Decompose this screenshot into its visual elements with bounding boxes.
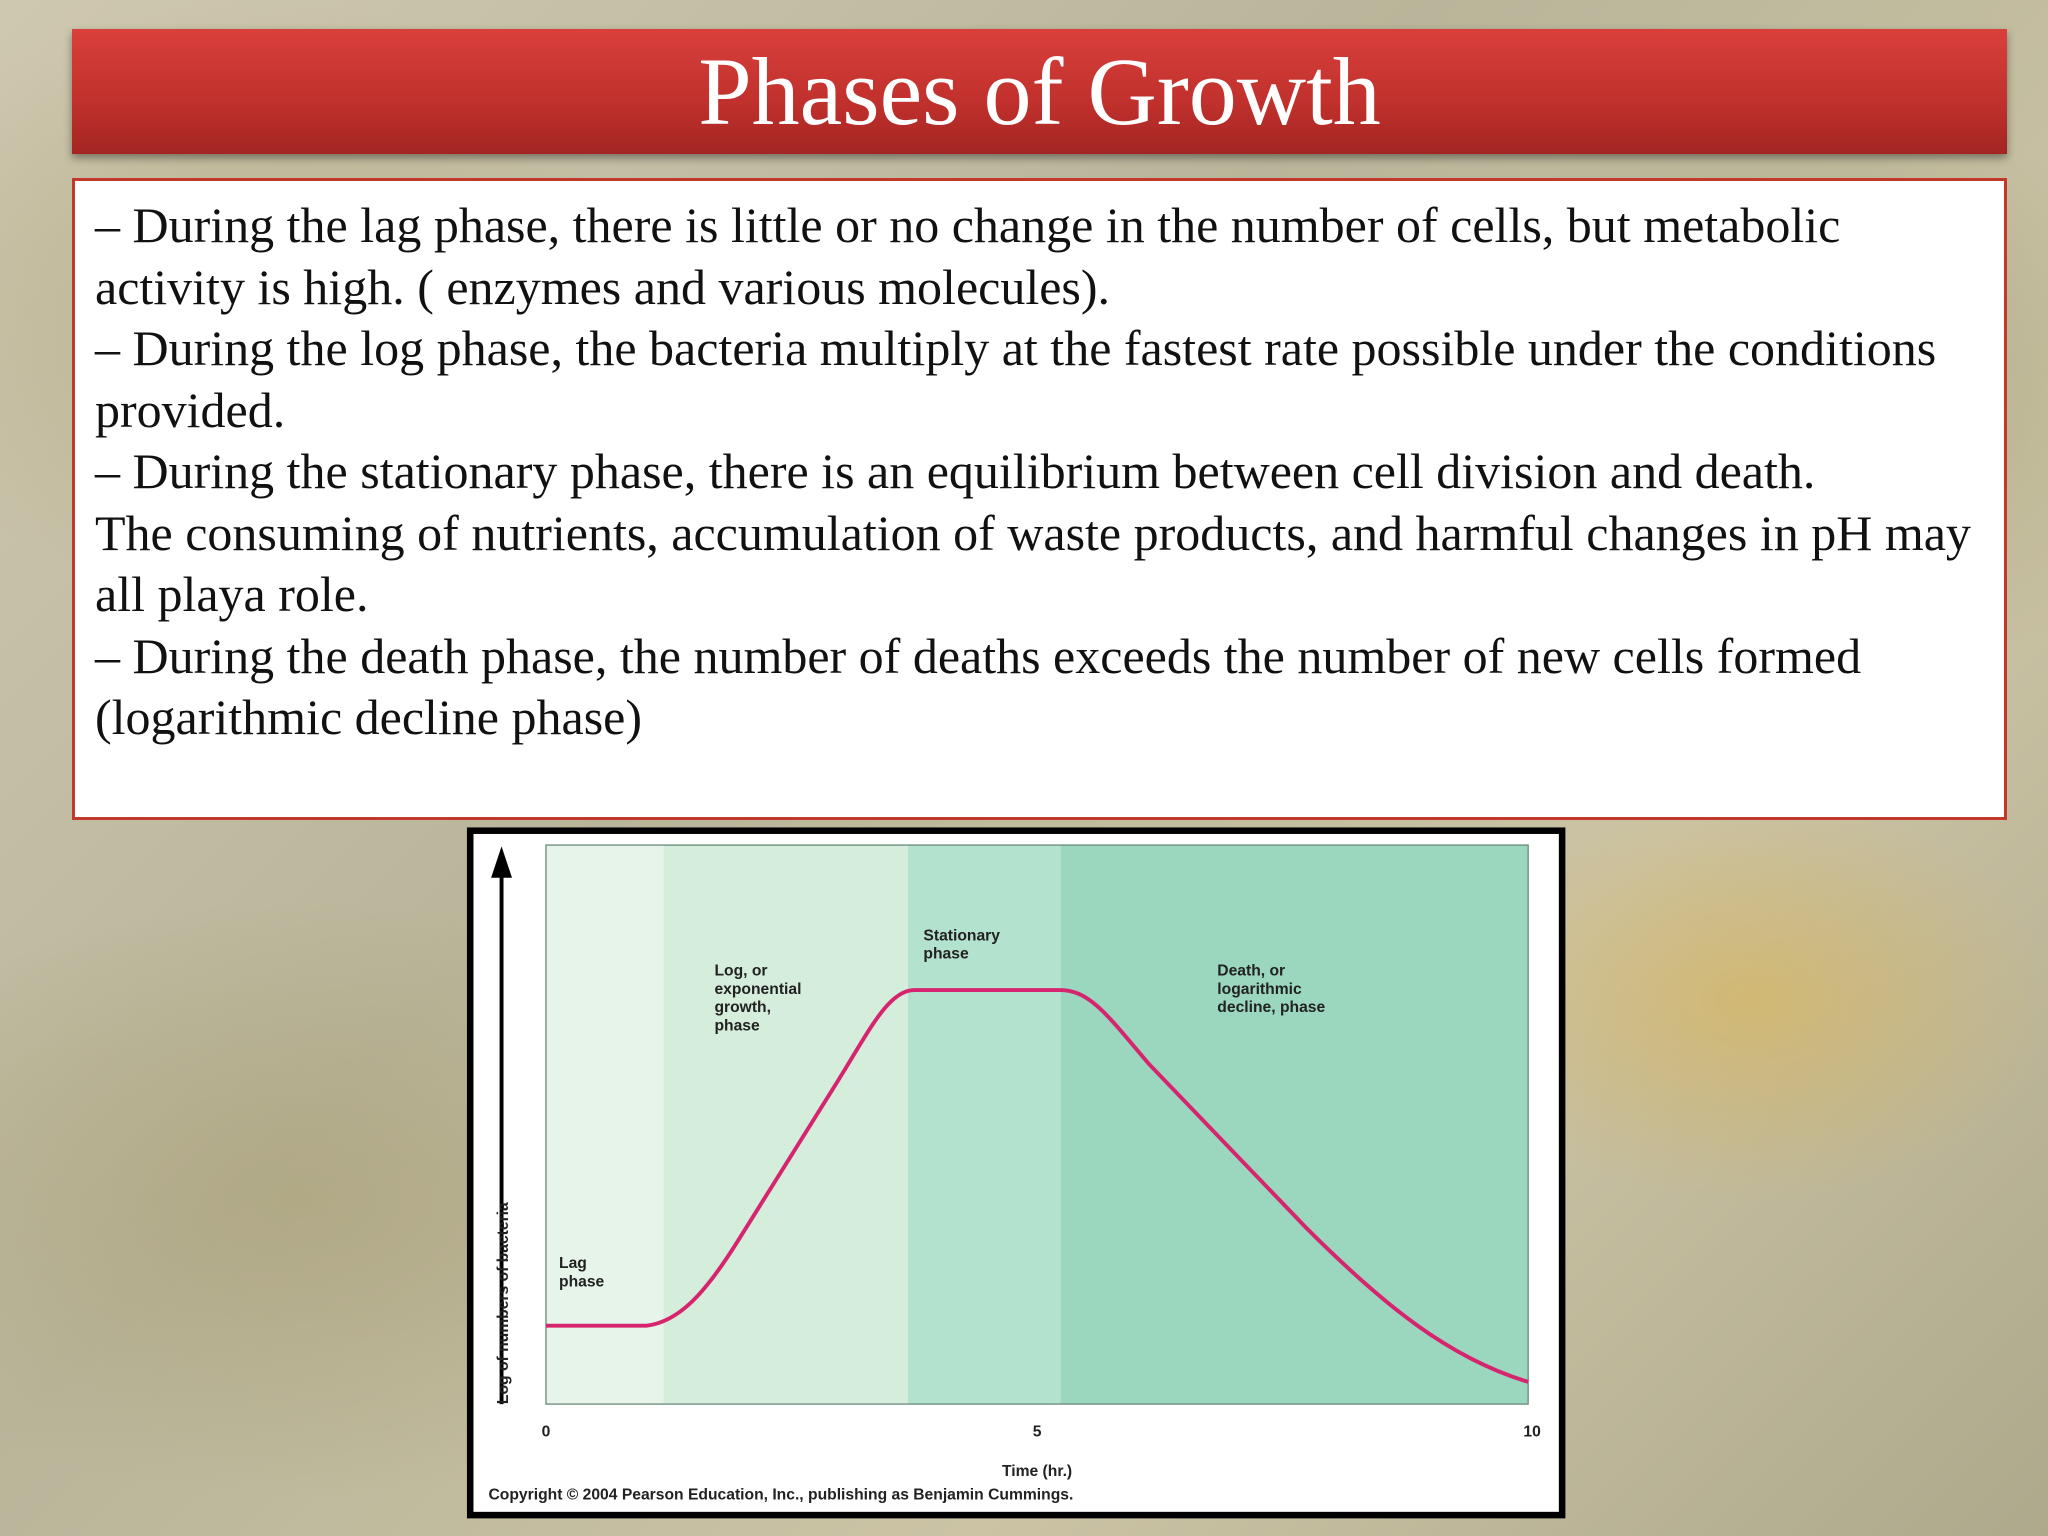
plot-border bbox=[545, 844, 1529, 1405]
band bbox=[663, 845, 908, 1405]
band bbox=[545, 845, 664, 1405]
phase-label: Stationary bbox=[923, 927, 1000, 944]
phase-label: logarithmic bbox=[1217, 981, 1302, 998]
phase-label: phase bbox=[923, 946, 969, 963]
paragraph: – During the stationary phase, there is … bbox=[95, 443, 1816, 499]
band bbox=[907, 845, 1061, 1405]
x-tick-label: 5 bbox=[1033, 1424, 1042, 1441]
phase-label: Death, or bbox=[1217, 963, 1285, 980]
title: Phases of Growth bbox=[72, 29, 2007, 154]
y-label: Log of numbers of bacteria bbox=[495, 1202, 512, 1404]
paragraph: The consuming of nutrients, accumulation… bbox=[95, 504, 1971, 623]
paragraph: – During the log phase, the bacteria mul… bbox=[95, 320, 1937, 438]
phase-label: Lag bbox=[559, 1255, 587, 1272]
paragraph: – During the death phase, the number of … bbox=[95, 627, 1862, 746]
x-tick-label: 0 bbox=[542, 1424, 551, 1441]
phase-label: phase bbox=[714, 1018, 760, 1035]
band bbox=[1060, 845, 1529, 1405]
x-label: Time (hr.) bbox=[1002, 1463, 1072, 1480]
phase-label: Log, or bbox=[714, 963, 767, 980]
phase-label: phase bbox=[559, 1274, 605, 1291]
text-box: – During the lag phase, there is little … bbox=[72, 178, 2007, 820]
phase-label: growth, bbox=[714, 999, 771, 1016]
paragraph: – During the lag phase, there is little … bbox=[95, 197, 1841, 315]
phase-label: exponential bbox=[714, 981, 801, 998]
copyright: Copyright © 2004 Pearson Education, Inc.… bbox=[488, 1486, 1073, 1503]
growth-curve bbox=[545, 988, 1529, 1384]
arrowhead bbox=[491, 846, 512, 878]
phase-label: decline, phase bbox=[1217, 999, 1325, 1016]
x-tick-label: 10 bbox=[1523, 1424, 1541, 1441]
